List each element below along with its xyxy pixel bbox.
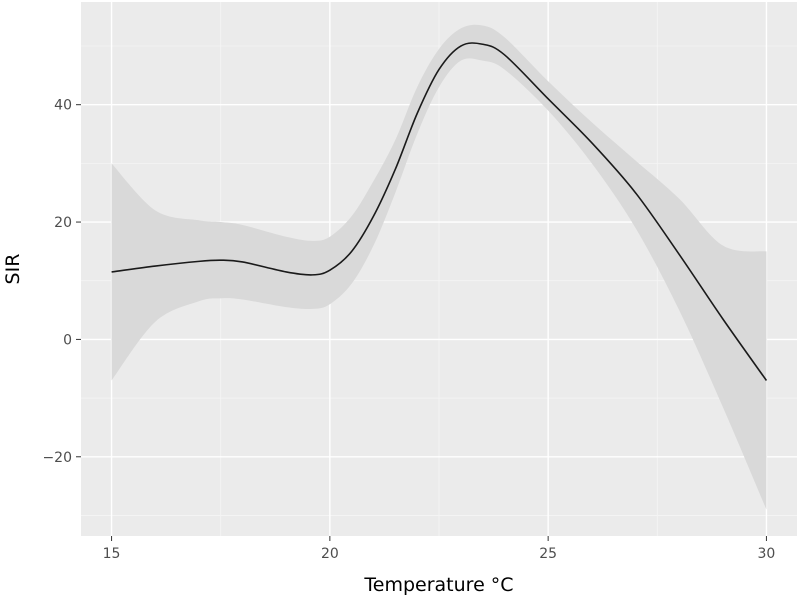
minor-grid bbox=[81, 2, 797, 536]
x-tick-label: 30 bbox=[758, 546, 776, 562]
x-tick-label: 15 bbox=[103, 546, 121, 562]
x-axis: 15 20 25 30 bbox=[103, 536, 776, 562]
y-tick-label: 0 bbox=[63, 332, 72, 348]
y-tick-label: 20 bbox=[54, 215, 72, 231]
x-tick-label: 20 bbox=[321, 546, 339, 562]
y-tick-label: 40 bbox=[54, 98, 72, 114]
confidence-ribbon bbox=[111, 24, 767, 510]
smooth-line bbox=[111, 42, 768, 381]
x-tick-label: 25 bbox=[539, 546, 557, 562]
y-tick-label: −20 bbox=[42, 450, 72, 466]
y-axis-title: SIR bbox=[2, 254, 24, 285]
y-axis: −20 0 20 40 bbox=[42, 98, 81, 466]
x-axis-title: Temperature °C bbox=[363, 574, 513, 596]
